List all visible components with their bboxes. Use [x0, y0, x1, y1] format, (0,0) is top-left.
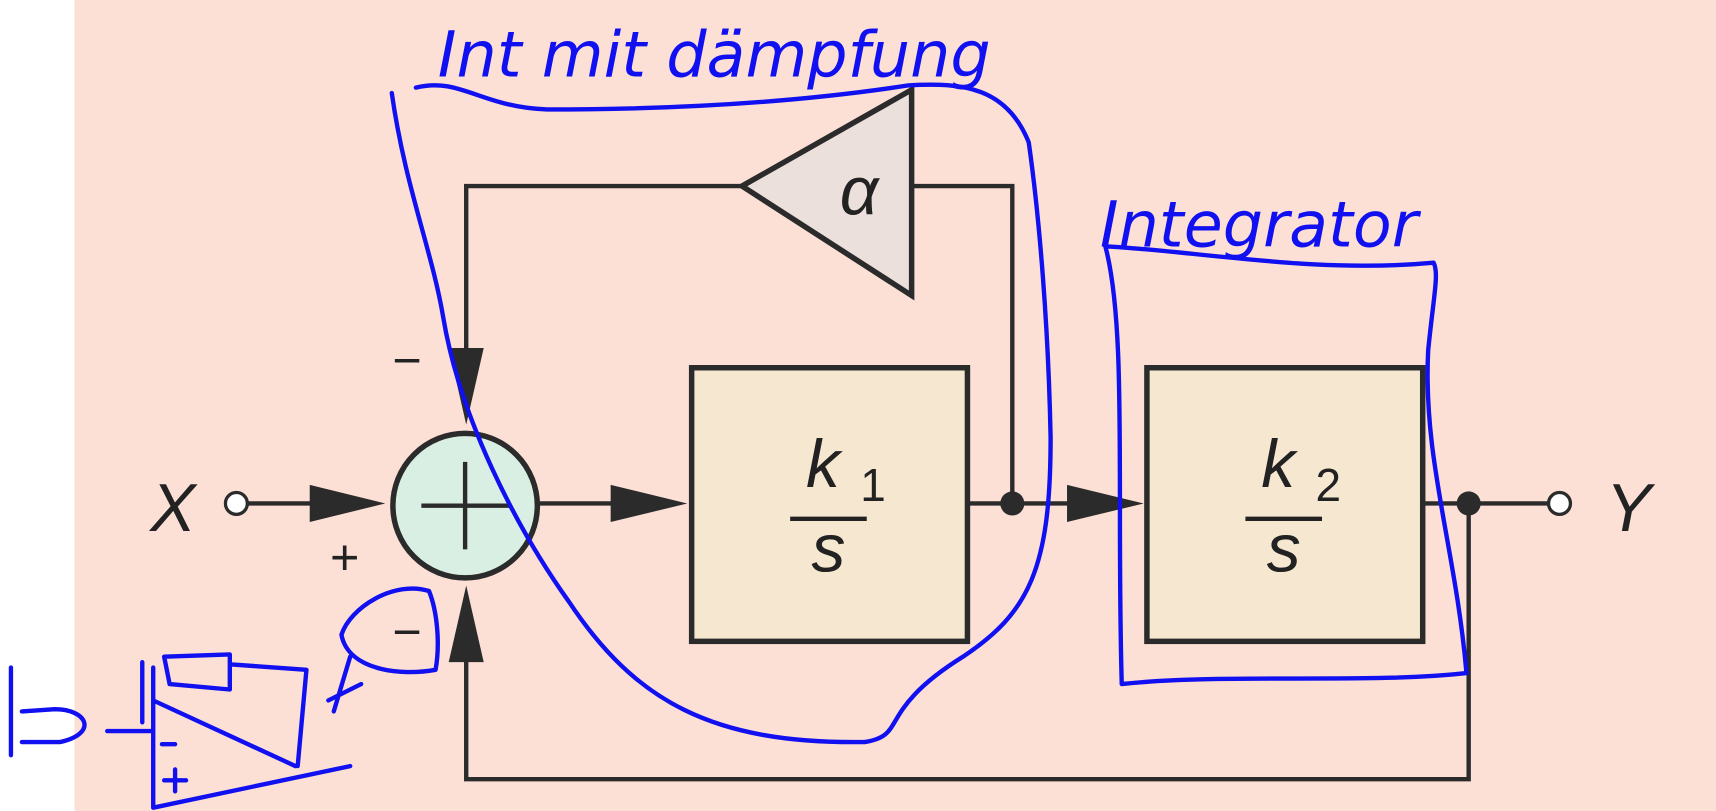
terminal — [1546, 490, 1573, 517]
handwritten-box — [1103, 244, 1469, 687]
input-label: X — [148, 471, 198, 546]
numerator: k — [1261, 427, 1298, 502]
sign: + — [330, 529, 359, 586]
terminal — [223, 490, 249, 517]
block — [688, 365, 971, 645]
junction — [1000, 491, 1025, 516]
denominator: s — [811, 511, 845, 586]
sign: − — [392, 603, 421, 660]
block — [1144, 365, 1426, 645]
arrowhead — [448, 585, 484, 663]
output-label: Y — [1606, 471, 1656, 546]
arrowhead — [610, 484, 688, 523]
handwritten-scribble — [326, 586, 440, 714]
arrowhead — [1067, 484, 1144, 523]
subscript: 1 — [860, 459, 886, 511]
handwritten-loop — [389, 82, 1053, 745]
wire — [464, 183, 742, 362]
handwritten-note: Int mit dämpfung — [438, 18, 991, 92]
wire — [911, 183, 1015, 504]
numerator: k — [806, 427, 843, 502]
arrowhead — [309, 484, 386, 523]
gain-label: α — [840, 155, 881, 230]
wire — [464, 503, 1471, 782]
denominator: s — [1267, 511, 1301, 586]
subscript: 2 — [1315, 459, 1341, 511]
handwritten-opamp — [8, 652, 353, 810]
sign: − — [392, 332, 421, 389]
arrowhead — [448, 348, 484, 425]
gain-triangle — [736, 85, 915, 301]
junction — [1456, 491, 1481, 516]
